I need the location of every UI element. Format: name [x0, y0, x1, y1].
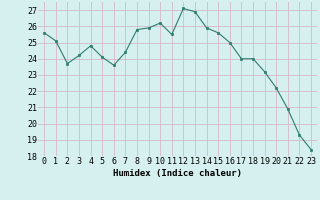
X-axis label: Humidex (Indice chaleur): Humidex (Indice chaleur) [113, 169, 242, 178]
